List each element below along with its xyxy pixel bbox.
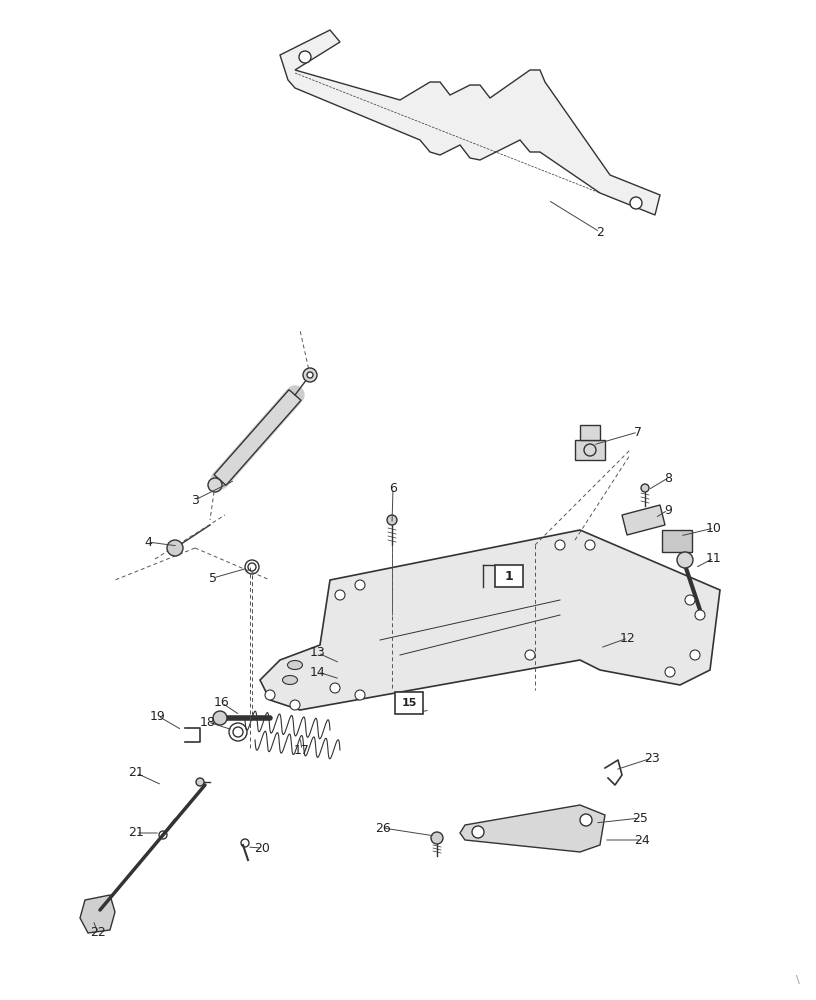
Circle shape: [585, 540, 595, 550]
Circle shape: [307, 372, 313, 378]
Ellipse shape: [282, 676, 298, 684]
Text: 16: 16: [214, 696, 230, 710]
Text: 6: 6: [389, 482, 397, 494]
Polygon shape: [280, 30, 660, 215]
Bar: [395, 692, 423, 714]
Circle shape: [330, 683, 340, 693]
Circle shape: [472, 826, 484, 838]
Circle shape: [580, 814, 592, 826]
Text: 20: 20: [254, 842, 270, 854]
Polygon shape: [622, 505, 665, 535]
Text: \: \: [796, 975, 800, 985]
Text: 17: 17: [294, 744, 310, 756]
Text: 1: 1: [504, 570, 513, 582]
Text: 19: 19: [150, 710, 166, 722]
Circle shape: [690, 650, 700, 660]
Text: 25: 25: [632, 812, 648, 824]
Circle shape: [303, 368, 317, 382]
Circle shape: [196, 778, 204, 786]
Bar: [495, 565, 523, 587]
Circle shape: [677, 552, 693, 568]
Circle shape: [665, 667, 675, 677]
Circle shape: [290, 700, 300, 710]
Circle shape: [695, 610, 705, 620]
Text: 24: 24: [634, 834, 650, 846]
Text: 7: 7: [634, 426, 642, 438]
Circle shape: [335, 590, 345, 600]
Circle shape: [641, 484, 649, 492]
Text: 11: 11: [706, 552, 722, 564]
Text: 12: 12: [620, 632, 636, 645]
Polygon shape: [260, 530, 720, 710]
Bar: [580, 425, 600, 440]
Circle shape: [355, 580, 365, 590]
Circle shape: [167, 540, 183, 556]
Text: 13: 13: [310, 647, 326, 660]
Circle shape: [265, 690, 275, 700]
Polygon shape: [460, 805, 605, 852]
Polygon shape: [80, 895, 115, 933]
Circle shape: [208, 478, 222, 492]
Text: 26: 26: [375, 822, 391, 834]
Text: 4: 4: [144, 536, 152, 548]
Circle shape: [431, 832, 443, 844]
Text: 8: 8: [664, 472, 672, 485]
Circle shape: [387, 515, 397, 525]
Text: 22: 22: [90, 926, 106, 940]
Text: 18: 18: [200, 716, 216, 728]
Text: 21: 21: [128, 766, 144, 780]
Text: 21: 21: [128, 826, 144, 840]
Bar: [662, 530, 692, 552]
Text: 5: 5: [209, 572, 217, 584]
Circle shape: [555, 540, 565, 550]
Circle shape: [685, 595, 695, 605]
Circle shape: [299, 51, 311, 63]
Circle shape: [213, 711, 227, 725]
Circle shape: [525, 650, 535, 660]
Text: 2: 2: [596, 226, 604, 238]
Text: 10: 10: [706, 522, 722, 534]
Bar: [575, 440, 605, 460]
Text: 3: 3: [191, 493, 199, 506]
Text: 23: 23: [644, 752, 660, 764]
Ellipse shape: [287, 660, 303, 670]
Circle shape: [355, 690, 365, 700]
Circle shape: [630, 197, 642, 209]
Text: 14: 14: [310, 666, 326, 678]
Text: 15: 15: [401, 698, 417, 708]
Polygon shape: [214, 390, 301, 485]
Text: 9: 9: [664, 504, 672, 516]
